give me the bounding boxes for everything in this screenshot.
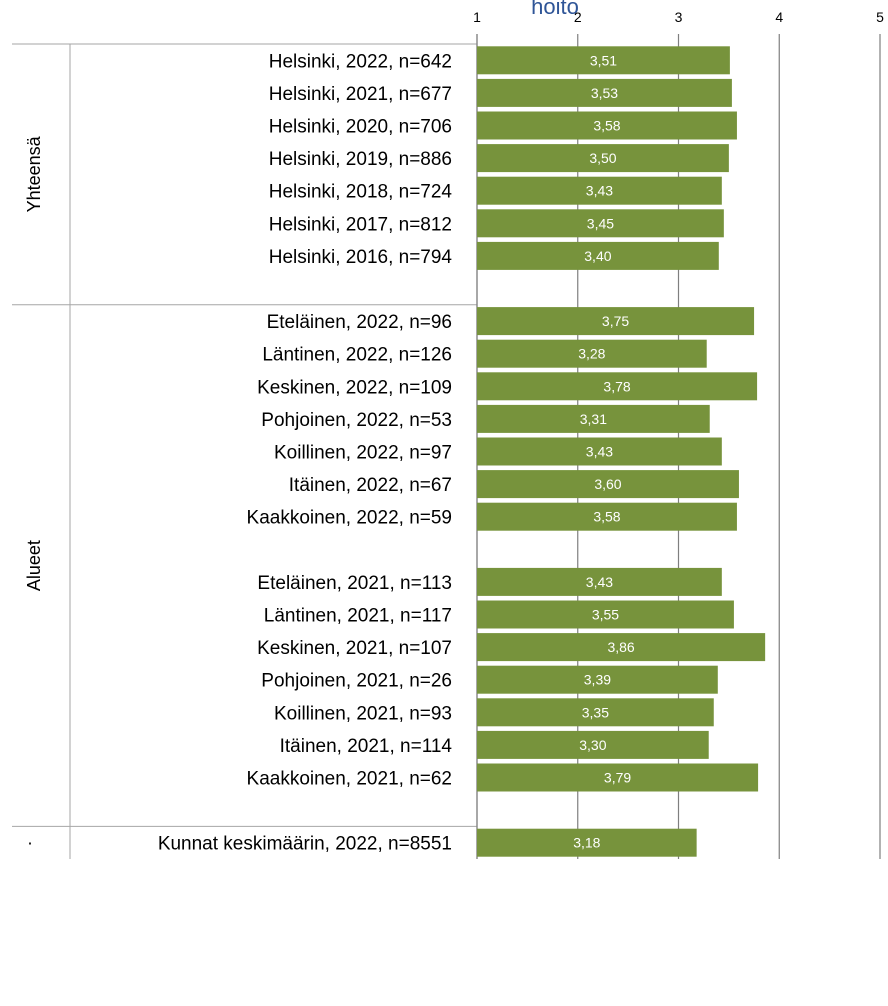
- category-label: Pohjoinen, 2021, n=26: [261, 671, 452, 692]
- data-label: 3,30: [579, 737, 606, 753]
- bar: [477, 437, 722, 466]
- bar: [477, 209, 724, 238]
- category-label: Kaakkoinen, 2022, n=59: [247, 508, 452, 529]
- bar: [477, 665, 718, 694]
- data-label: 3,43: [586, 444, 613, 460]
- category-label: Kaakkoinen, 2021, n=62: [247, 769, 452, 790]
- category-label: Kunnat keskimäärin, 2022, n=8551: [158, 834, 452, 855]
- data-label: 3,43: [586, 574, 613, 590]
- category-label: Läntinen, 2021, n=117: [264, 606, 452, 627]
- category-label: Itäinen, 2021, n=114: [280, 736, 453, 757]
- group-label: ·: [27, 833, 33, 853]
- category-label: Helsinki, 2016, n=794: [269, 247, 453, 268]
- data-label: 3,58: [593, 509, 620, 525]
- bar: [477, 828, 697, 857]
- data-label: 3,58: [593, 118, 620, 134]
- data-label: 3,28: [578, 346, 605, 362]
- bar: [477, 600, 734, 629]
- bar: [477, 176, 722, 205]
- data-label: 3,35: [582, 704, 609, 720]
- category-label: Eteläinen, 2022, n=96: [267, 312, 452, 333]
- category-label: Itäinen, 2022, n=67: [289, 475, 452, 496]
- category-label: Keskinen, 2022, n=109: [257, 377, 452, 398]
- bar: [477, 144, 729, 173]
- bar: [477, 502, 737, 531]
- bar: [477, 763, 759, 792]
- group-label: Yhteensä: [24, 135, 44, 212]
- bar: [477, 241, 719, 270]
- data-label: 3,79: [604, 770, 631, 786]
- bar: [477, 46, 730, 75]
- data-label: 3,75: [602, 313, 629, 329]
- category-label: Helsinki, 2018, n=724: [269, 182, 453, 203]
- bar: [477, 470, 739, 499]
- data-label: 3,55: [592, 607, 619, 623]
- category-label: Läntinen, 2022, n=126: [262, 345, 452, 366]
- category-label: Pohjoinen, 2022, n=53: [261, 410, 452, 431]
- data-label: 3,43: [586, 183, 613, 199]
- category-label: Helsinki, 2021, n=677: [269, 84, 452, 105]
- x-tick-label: 2: [574, 9, 582, 25]
- group-label: Alueet: [24, 540, 44, 591]
- data-label: 3,45: [587, 215, 614, 231]
- category-label: Eteläinen, 2021, n=113: [257, 573, 452, 594]
- data-label: 3,53: [591, 85, 618, 101]
- category-label: Helsinki, 2022, n=642: [269, 51, 452, 72]
- x-tick-label: 3: [675, 9, 683, 25]
- bar: [477, 78, 732, 107]
- category-label: Helsinki, 2019, n=886: [269, 149, 452, 170]
- category-label: Koillinen, 2022, n=97: [274, 443, 452, 464]
- data-label: 3,50: [589, 150, 616, 166]
- bar: [477, 698, 714, 727]
- data-label: 3,39: [584, 672, 611, 688]
- x-tick-label: 5: [876, 9, 884, 25]
- data-label: 3,40: [584, 248, 611, 264]
- category-label: Helsinki, 2020, n=706: [269, 117, 452, 138]
- data-label: 3,60: [594, 476, 621, 492]
- data-label: 3,51: [590, 52, 617, 68]
- bar: [477, 307, 755, 336]
- category-label: Keskinen, 2021, n=107: [257, 638, 452, 659]
- bar: [477, 730, 709, 759]
- bar: [477, 404, 710, 433]
- chart-title: hoito: [531, 0, 579, 19]
- category-label: Helsinki, 2017, n=812: [269, 214, 452, 235]
- category-label: Koillinen, 2021, n=93: [274, 703, 452, 724]
- data-label: 3,31: [580, 411, 607, 427]
- bar: [477, 339, 707, 368]
- data-label: 3,78: [603, 378, 630, 394]
- x-tick-label: 1: [473, 9, 481, 25]
- x-tick-label: 4: [775, 9, 783, 25]
- bar: [477, 633, 766, 662]
- data-label: 3,18: [573, 835, 600, 851]
- bar: [477, 372, 758, 401]
- bar: [477, 111, 737, 140]
- data-label: 3,86: [607, 639, 634, 655]
- bar: [477, 567, 722, 596]
